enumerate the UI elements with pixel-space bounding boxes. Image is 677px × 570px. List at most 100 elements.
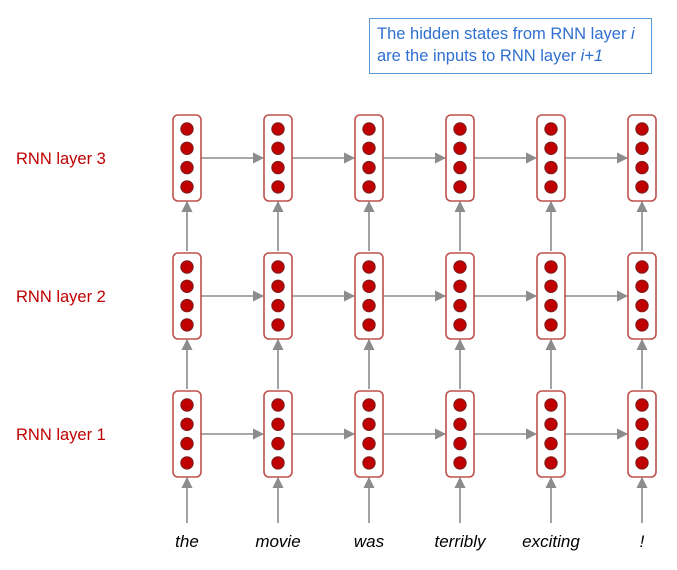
hidden-unit-dot xyxy=(271,260,285,274)
hidden-unit-dot xyxy=(544,436,558,451)
input-word-terribly: terribly xyxy=(434,532,486,551)
cell-box xyxy=(354,114,384,202)
hidden-unit-dot xyxy=(453,398,467,412)
cell-box xyxy=(172,114,202,202)
cell-box xyxy=(172,252,202,340)
hidden-unit-dot xyxy=(453,417,467,431)
callout-line-2: are the inputs to RNN layer i+1 xyxy=(377,47,604,65)
hidden-unit-dot xyxy=(180,417,194,431)
cell-box xyxy=(445,390,475,478)
hidden-unit-dot xyxy=(271,122,285,136)
hidden-unit-dot xyxy=(635,180,649,194)
cell-box xyxy=(627,114,657,202)
hidden-unit-dot xyxy=(453,260,467,274)
cell-box xyxy=(627,252,657,340)
hidden-unit-dot xyxy=(362,456,376,470)
hidden-unit-dot xyxy=(271,436,285,451)
hidden-unit-dot xyxy=(271,279,285,293)
hidden-unit-dot xyxy=(453,160,467,175)
rnn-cell-layer3-step5 xyxy=(536,114,566,202)
hidden-unit-dot xyxy=(635,122,649,136)
hidden-unit-dot xyxy=(635,456,649,470)
rnn-cell-layer2-step4 xyxy=(445,252,475,340)
hidden-unit-dot xyxy=(271,318,285,332)
hidden-unit-dot xyxy=(180,279,194,293)
hidden-unit-dot xyxy=(544,398,558,412)
hidden-unit-dot xyxy=(362,436,376,451)
hidden-unit-dot xyxy=(271,141,285,156)
cell-box xyxy=(263,390,293,478)
cell-box xyxy=(354,390,384,478)
hidden-unit-dot xyxy=(544,298,558,313)
rnn-cell-layer1-step5 xyxy=(536,390,566,478)
hidden-unit-dot xyxy=(180,456,194,470)
rnn-cell-layer3-step1 xyxy=(172,114,202,202)
hidden-unit-dot xyxy=(362,160,376,175)
input-word-the: the xyxy=(175,532,199,551)
cell-box xyxy=(445,114,475,202)
hidden-unit-dot xyxy=(453,456,467,470)
hidden-unit-dot xyxy=(635,260,649,274)
hidden-unit-dot xyxy=(271,456,285,470)
hidden-unit-dot xyxy=(635,279,649,293)
hidden-unit-dot xyxy=(544,141,558,156)
hidden-unit-dot xyxy=(362,318,376,332)
rnn-cell-layer2-step5 xyxy=(536,252,566,340)
cell-box xyxy=(627,390,657,478)
cell-box xyxy=(536,252,566,340)
cell-box xyxy=(172,390,202,478)
hidden-unit-dot xyxy=(362,417,376,431)
hidden-unit-dot xyxy=(180,318,194,332)
hidden-unit-dot xyxy=(453,180,467,194)
hidden-unit-dot xyxy=(635,398,649,412)
cell-box xyxy=(354,252,384,340)
hidden-unit-dot xyxy=(544,122,558,136)
rnn-cell-layer3-step6 xyxy=(627,114,657,202)
rnn-cell-layer1-step2 xyxy=(263,390,293,478)
hidden-unit-dot xyxy=(453,298,467,313)
hidden-unit-dot xyxy=(635,417,649,431)
callout-box: The hidden states from RNN layer i are t… xyxy=(369,18,652,74)
rnn-cell-layer1-step6 xyxy=(627,390,657,478)
input-word-movie: movie xyxy=(255,532,301,551)
rnn-cell-layer3-step4 xyxy=(445,114,475,202)
rnn-cell-layer1-step3 xyxy=(354,390,384,478)
hidden-unit-dot xyxy=(544,260,558,274)
hidden-unit-dot xyxy=(362,298,376,313)
hidden-unit-dot xyxy=(180,180,194,194)
hidden-unit-dot xyxy=(180,260,194,274)
hidden-unit-dot xyxy=(271,417,285,431)
hidden-unit-dot xyxy=(271,298,285,313)
rnn-cell-layer2-step2 xyxy=(263,252,293,340)
hidden-unit-dot xyxy=(453,279,467,293)
hidden-unit-dot xyxy=(271,160,285,175)
hidden-unit-dot xyxy=(544,160,558,175)
hidden-unit-dot xyxy=(544,417,558,431)
hidden-unit-dot xyxy=(635,298,649,313)
callout-line-1: The hidden states from RNN layer i xyxy=(377,25,635,43)
hidden-unit-dot xyxy=(180,298,194,313)
hidden-unit-dot xyxy=(271,180,285,194)
input-word-exciting: exciting xyxy=(522,532,580,551)
cell-box xyxy=(536,390,566,478)
label-rnn-layer-3: RNN layer 3 xyxy=(16,150,106,168)
cell-box xyxy=(263,252,293,340)
hidden-unit-dot xyxy=(544,318,558,332)
input-word-exclamation: ! xyxy=(639,532,645,551)
hidden-unit-dot xyxy=(362,260,376,274)
hidden-unit-dot xyxy=(635,318,649,332)
hidden-unit-dot xyxy=(544,456,558,470)
input-word-was: was xyxy=(353,532,385,551)
cell-box xyxy=(263,114,293,202)
hidden-unit-dot xyxy=(544,180,558,194)
hidden-unit-dot xyxy=(635,160,649,175)
hidden-unit-dot xyxy=(635,141,649,156)
hidden-unit-dot xyxy=(180,398,194,412)
hidden-unit-dot xyxy=(180,436,194,451)
cell-box xyxy=(536,114,566,202)
hidden-unit-dot xyxy=(362,398,376,412)
hidden-unit-dot xyxy=(180,122,194,136)
rnn-cell-layer3-step3 xyxy=(354,114,384,202)
rnn-cell-layer2-step1 xyxy=(172,252,202,340)
